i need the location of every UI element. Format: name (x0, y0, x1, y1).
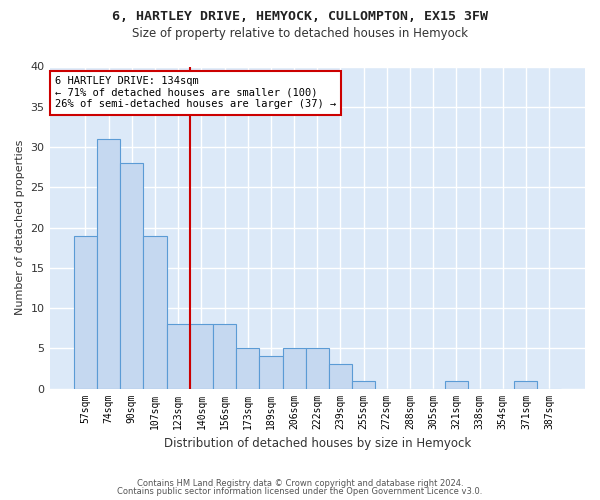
Bar (352, 380, 375, 388)
Bar (259, 356, 283, 388)
Bar (143, 236, 167, 388)
Text: 6, HARTLEY DRIVE, HEMYOCK, CULLOMPTON, EX15 3FW: 6, HARTLEY DRIVE, HEMYOCK, CULLOMPTON, E… (112, 10, 488, 23)
Bar (190, 324, 213, 388)
Text: 6 HARTLEY DRIVE: 134sqm
← 71% of detached houses are smaller (100)
26% of semi-d: 6 HARTLEY DRIVE: 134sqm ← 71% of detache… (55, 76, 336, 110)
X-axis label: Distribution of detached houses by size in Hemyock: Distribution of detached houses by size … (164, 437, 471, 450)
Bar (213, 324, 236, 388)
Y-axis label: Number of detached properties: Number of detached properties (15, 140, 25, 315)
Text: Size of property relative to detached houses in Hemyock: Size of property relative to detached ho… (132, 28, 468, 40)
Bar (236, 348, 259, 389)
Bar (514, 380, 538, 388)
Bar (445, 380, 468, 388)
Bar (305, 348, 329, 389)
Bar (283, 348, 305, 389)
Text: Contains public sector information licensed under the Open Government Licence v3: Contains public sector information licen… (118, 487, 482, 496)
Text: Contains HM Land Registry data © Crown copyright and database right 2024.: Contains HM Land Registry data © Crown c… (137, 478, 463, 488)
Bar (97, 139, 120, 388)
Bar (167, 324, 190, 388)
Bar (74, 236, 97, 388)
Bar (329, 364, 352, 388)
Bar (120, 163, 143, 388)
